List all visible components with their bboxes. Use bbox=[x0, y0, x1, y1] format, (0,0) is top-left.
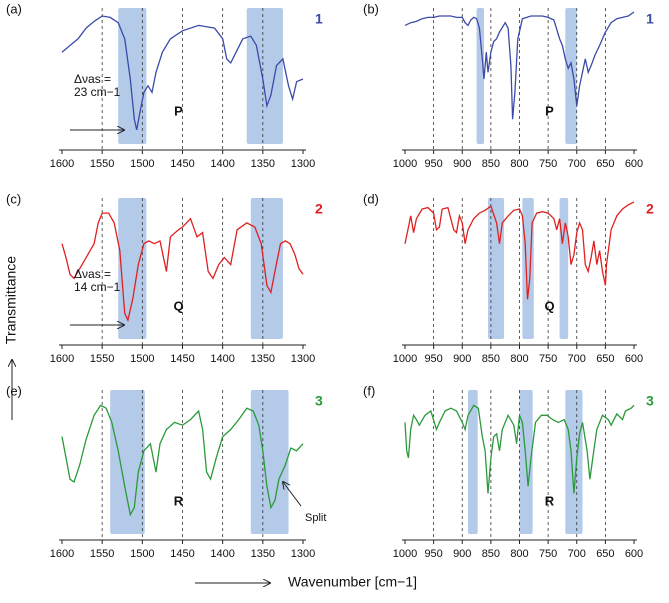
compound-number: 2 bbox=[315, 201, 323, 217]
x-tick-label: 950 bbox=[424, 548, 442, 560]
x-tick-label: 600 bbox=[625, 548, 643, 560]
compound-number: 1 bbox=[315, 11, 323, 27]
x-tick-label: 1500 bbox=[130, 353, 154, 365]
x-tick-label: 1000 bbox=[393, 158, 417, 170]
x-axis-label: Wavenumber [cm−1] bbox=[288, 574, 417, 590]
x-tick-label: 700 bbox=[568, 353, 586, 365]
highlight-band bbox=[110, 390, 145, 534]
highlight-band bbox=[250, 390, 289, 534]
x-tick-label: 1550 bbox=[90, 158, 114, 170]
highlight-band bbox=[250, 198, 283, 339]
x-tick-label: 650 bbox=[596, 158, 614, 170]
highlight-band bbox=[559, 198, 569, 339]
x-tick-label: 800 bbox=[510, 353, 528, 365]
x-tick-label: 1350 bbox=[251, 158, 275, 170]
x-tick-label: 750 bbox=[539, 353, 557, 365]
x-tick-label: 800 bbox=[510, 548, 528, 560]
panel-label: (e) bbox=[6, 383, 22, 398]
spectrum-line bbox=[404, 404, 635, 494]
x-tick-label: 1300 bbox=[291, 158, 315, 170]
highlight-band bbox=[488, 198, 505, 339]
x-tick-label: 950 bbox=[424, 353, 442, 365]
annotation: 23 cm−1 bbox=[74, 85, 121, 99]
panel-label: (f) bbox=[363, 383, 375, 398]
x-tick-label: 900 bbox=[453, 353, 471, 365]
panel-label: (b) bbox=[363, 1, 379, 16]
panel: 1000 950 900 850 800 750 700 650 600 (b) 1 P bbox=[363, 1, 654, 169]
panel: 1000 950 900 850 800 750 700 650 600 (d) 2 Q bbox=[363, 191, 654, 364]
highlight-band bbox=[565, 390, 583, 534]
x-tick-label: 1600 bbox=[50, 548, 74, 560]
highlight-band bbox=[476, 8, 485, 144]
x-tick-label: 1600 bbox=[50, 353, 74, 365]
annotation: Δνas = bbox=[74, 72, 111, 86]
x-tick-label: 800 bbox=[510, 158, 528, 170]
x-tick-label: 1400 bbox=[210, 158, 234, 170]
highlight-band bbox=[522, 198, 534, 339]
highlight-band bbox=[246, 8, 283, 144]
x-tick-label: 700 bbox=[568, 548, 586, 560]
series-label: P bbox=[545, 103, 554, 118]
x-tick-label: 1500 bbox=[130, 158, 154, 170]
x-tick-label: 1300 bbox=[291, 548, 315, 560]
x-tick-label: 650 bbox=[596, 353, 614, 365]
panel: 1000 950 900 850 800 750 700 650 600 (f) 3 R bbox=[363, 383, 654, 559]
x-tick-label: 1600 bbox=[50, 158, 74, 170]
compound-number: 3 bbox=[315, 393, 323, 409]
x-tick-label: 1300 bbox=[291, 353, 315, 365]
x-tick-label: 900 bbox=[453, 548, 471, 560]
x-tick-label: 700 bbox=[568, 158, 586, 170]
x-tick-label: 1350 bbox=[251, 353, 275, 365]
panel-label: (a) bbox=[6, 1, 22, 16]
panel: 1600 1550 1500 1450 1400 1350 1300 (e) 3 R Split bbox=[6, 383, 326, 559]
x-tick-label: 1500 bbox=[130, 548, 154, 560]
x-tick-label: 1400 bbox=[210, 353, 234, 365]
spectrum-line bbox=[61, 404, 304, 517]
x-tick-label: 1400 bbox=[210, 548, 234, 560]
x-tick-label: 1450 bbox=[170, 158, 194, 170]
highlight-band bbox=[565, 8, 577, 144]
annotation: 14 cm−1 bbox=[74, 280, 121, 294]
highlight-band bbox=[467, 390, 478, 534]
series-label: R bbox=[174, 493, 184, 508]
x-tick-label: 1550 bbox=[90, 548, 114, 560]
x-tick-label: 1450 bbox=[170, 353, 194, 365]
x-tick-label: 850 bbox=[482, 548, 500, 560]
spectrum-line bbox=[404, 11, 635, 120]
panel: 1600 1550 1500 1450 1400 1350 1300 (a) 1 P Δνas =2… bbox=[6, 1, 323, 169]
panel-label: (d) bbox=[363, 191, 379, 206]
annotation: Δνas = bbox=[74, 267, 111, 281]
spectrum-line bbox=[61, 212, 304, 323]
series-label: Q bbox=[173, 298, 183, 313]
compound-number: 1 bbox=[646, 11, 654, 27]
x-tick-label: 850 bbox=[482, 353, 500, 365]
highlight-band bbox=[118, 198, 147, 339]
x-tick-label: 900 bbox=[453, 158, 471, 170]
series-label: P bbox=[174, 103, 183, 118]
x-tick-label: 600 bbox=[625, 353, 643, 365]
spectrum-line bbox=[61, 15, 304, 131]
panel-label: (c) bbox=[6, 191, 21, 206]
compound-number: 2 bbox=[646, 201, 654, 217]
series-label: Q bbox=[544, 298, 554, 313]
x-tick-label: 600 bbox=[625, 158, 643, 170]
x-tick-label: 1350 bbox=[251, 548, 275, 560]
x-tick-label: 1000 bbox=[393, 353, 417, 365]
x-tick-label: 750 bbox=[539, 548, 557, 560]
x-tick-label: 950 bbox=[424, 158, 442, 170]
x-tick-label: 750 bbox=[539, 158, 557, 170]
x-tick-label: 1000 bbox=[393, 548, 417, 560]
x-tick-label: 850 bbox=[482, 158, 500, 170]
x-tick-label: 1450 bbox=[170, 548, 194, 560]
panel: 1600 1550 1500 1450 1400 1350 1300 (c) 2 Q Δνas =1… bbox=[6, 191, 323, 364]
x-tick-label: 650 bbox=[596, 548, 614, 560]
compound-number: 3 bbox=[646, 393, 654, 409]
spectrum-line bbox=[404, 201, 635, 300]
annotation-arrow bbox=[283, 482, 302, 507]
y-axis-label: Transmittance bbox=[3, 256, 19, 344]
x-tick-label: 1550 bbox=[90, 353, 114, 365]
series-label: R bbox=[545, 493, 555, 508]
annotation: Split bbox=[305, 512, 326, 524]
